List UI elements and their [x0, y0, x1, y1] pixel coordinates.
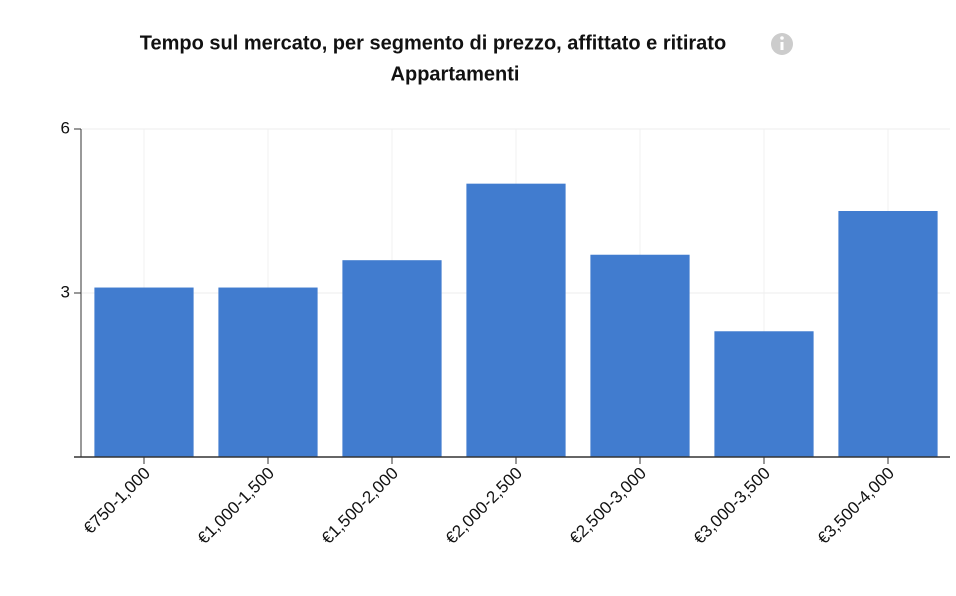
bar — [342, 260, 442, 457]
y-tick-label: 6 — [61, 118, 70, 137]
x-tick-label: €3,000-3,500 — [690, 464, 774, 548]
info-stem — [780, 42, 784, 50]
marks — [94, 183, 938, 457]
x-tick-label: €1,500-2,000 — [318, 464, 402, 548]
x-tick-label: €750-1,000 — [80, 464, 154, 538]
bar — [590, 254, 690, 457]
bar — [94, 287, 194, 457]
x-tick-label: €2,500-3,000 — [566, 464, 650, 548]
bar — [466, 183, 566, 457]
bar — [838, 211, 938, 457]
chart-title: Tempo sul mercato, per segmento di prezz… — [140, 32, 726, 54]
bar — [714, 331, 814, 457]
x-tick-label: €2,000-2,500 — [442, 464, 526, 548]
x-tick-label: €3,500-4,000 — [814, 464, 898, 548]
chart-subtitle: Appartamenti — [391, 63, 520, 85]
bar — [218, 287, 318, 457]
info-dot — [780, 36, 784, 40]
y-tick-label: 3 — [61, 282, 70, 301]
info-icon[interactable] — [771, 33, 793, 55]
x-tick-label: €1,000-1,500 — [194, 464, 278, 548]
